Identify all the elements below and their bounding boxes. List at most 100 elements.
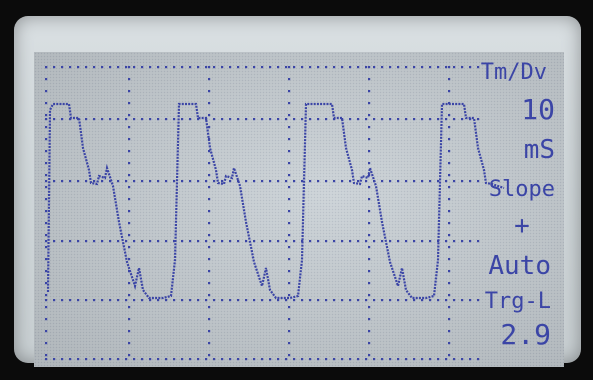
grid-dot (381, 180, 384, 183)
grid-dot (181, 299, 184, 302)
grid-dot (157, 358, 160, 361)
grid-dot (421, 118, 424, 121)
grid-dot (85, 240, 88, 243)
grid-dot (317, 240, 320, 243)
grid-dot (448, 330, 451, 333)
grid-dot (53, 66, 56, 69)
grid-dot (405, 299, 408, 302)
grid-dot (77, 358, 80, 361)
grid-dot (365, 180, 368, 183)
grid-dot (437, 118, 440, 121)
grid-dot (288, 138, 291, 141)
grid-dot (368, 354, 371, 357)
grid-dot (165, 180, 168, 183)
grid-dot (317, 299, 320, 302)
grid-dot (45, 240, 48, 243)
grid-dot (208, 114, 211, 117)
grid-dot (213, 118, 216, 121)
grid-dot (357, 118, 360, 121)
grid-dot (288, 66, 291, 69)
grid-dot (325, 66, 328, 69)
grid-dot (69, 299, 72, 302)
grid-dot (437, 299, 440, 302)
grid-dot (128, 90, 131, 93)
grid-dot (293, 180, 296, 183)
grid-dot (469, 66, 472, 69)
grid-dot (45, 330, 48, 333)
grid-dot (61, 358, 64, 361)
grid-dot (93, 299, 96, 302)
grid-dot (221, 299, 224, 302)
grid-dot (349, 240, 352, 243)
grid-dot (277, 358, 280, 361)
grid-dot (93, 66, 96, 69)
grid-dot (293, 358, 296, 361)
grid-dot (368, 342, 371, 345)
grid-dot (293, 118, 296, 121)
grid-dot (77, 66, 80, 69)
grid-dot (288, 174, 291, 177)
grid-dot (365, 66, 368, 69)
grid-dot (45, 198, 48, 201)
grid-dot (128, 330, 131, 333)
grid-dot (117, 118, 120, 121)
grid-dot (128, 198, 131, 201)
grid-dot (309, 358, 312, 361)
grid-dot (448, 222, 451, 225)
grid-dot (373, 358, 376, 361)
grid-dot (128, 102, 131, 105)
grid-dot (45, 234, 48, 237)
grid-dot (128, 150, 131, 153)
grid-dot (253, 299, 256, 302)
grid-dot (173, 66, 176, 69)
grid-dot (85, 66, 88, 69)
grid-dot (141, 358, 144, 361)
grid-dot (125, 358, 128, 361)
grid-dot (173, 180, 176, 183)
trigger-level-value: 2.9 (500, 318, 551, 351)
grid-dot (445, 118, 448, 121)
grid-dot (208, 66, 211, 69)
grid-dot (149, 66, 152, 69)
grid-dot (317, 180, 320, 183)
grid-dot (128, 174, 131, 177)
grid-dot (208, 330, 211, 333)
grid-dot (448, 138, 451, 141)
grid-dot (341, 240, 344, 243)
grid-dot (205, 66, 208, 69)
grid-dot (413, 118, 416, 121)
grid-dot (197, 66, 200, 69)
grid-dot (389, 118, 392, 121)
grid-dot (181, 358, 184, 361)
grid-dot (69, 358, 72, 361)
grid-dot (45, 118, 48, 121)
grid-dot (413, 66, 416, 69)
grid-dot (53, 118, 56, 121)
grid-dot (128, 246, 131, 249)
grid-dot (45, 306, 48, 309)
grid-dot (208, 150, 211, 153)
grid-dot (448, 282, 451, 285)
grid-dot (45, 174, 48, 177)
grid-dot (325, 180, 328, 183)
grid-dot (365, 240, 368, 243)
grid-dot (405, 118, 408, 121)
grid-dot (53, 299, 56, 302)
grid-dot (253, 358, 256, 361)
grid-dot (421, 358, 424, 361)
grid-dot (405, 240, 408, 243)
grid-dot (341, 299, 344, 302)
grid-dot (208, 78, 211, 81)
grid-dot (61, 180, 64, 183)
grid-dot (157, 240, 160, 243)
grid-dot (349, 118, 352, 121)
grid-dot (288, 222, 291, 225)
grid-dot (269, 66, 272, 69)
grid-dot (453, 299, 456, 302)
grid-dot (413, 299, 416, 302)
grid-dot (368, 162, 371, 165)
grid-dot (61, 299, 64, 302)
grid-dot (128, 294, 131, 297)
grid-dot (101, 240, 104, 243)
